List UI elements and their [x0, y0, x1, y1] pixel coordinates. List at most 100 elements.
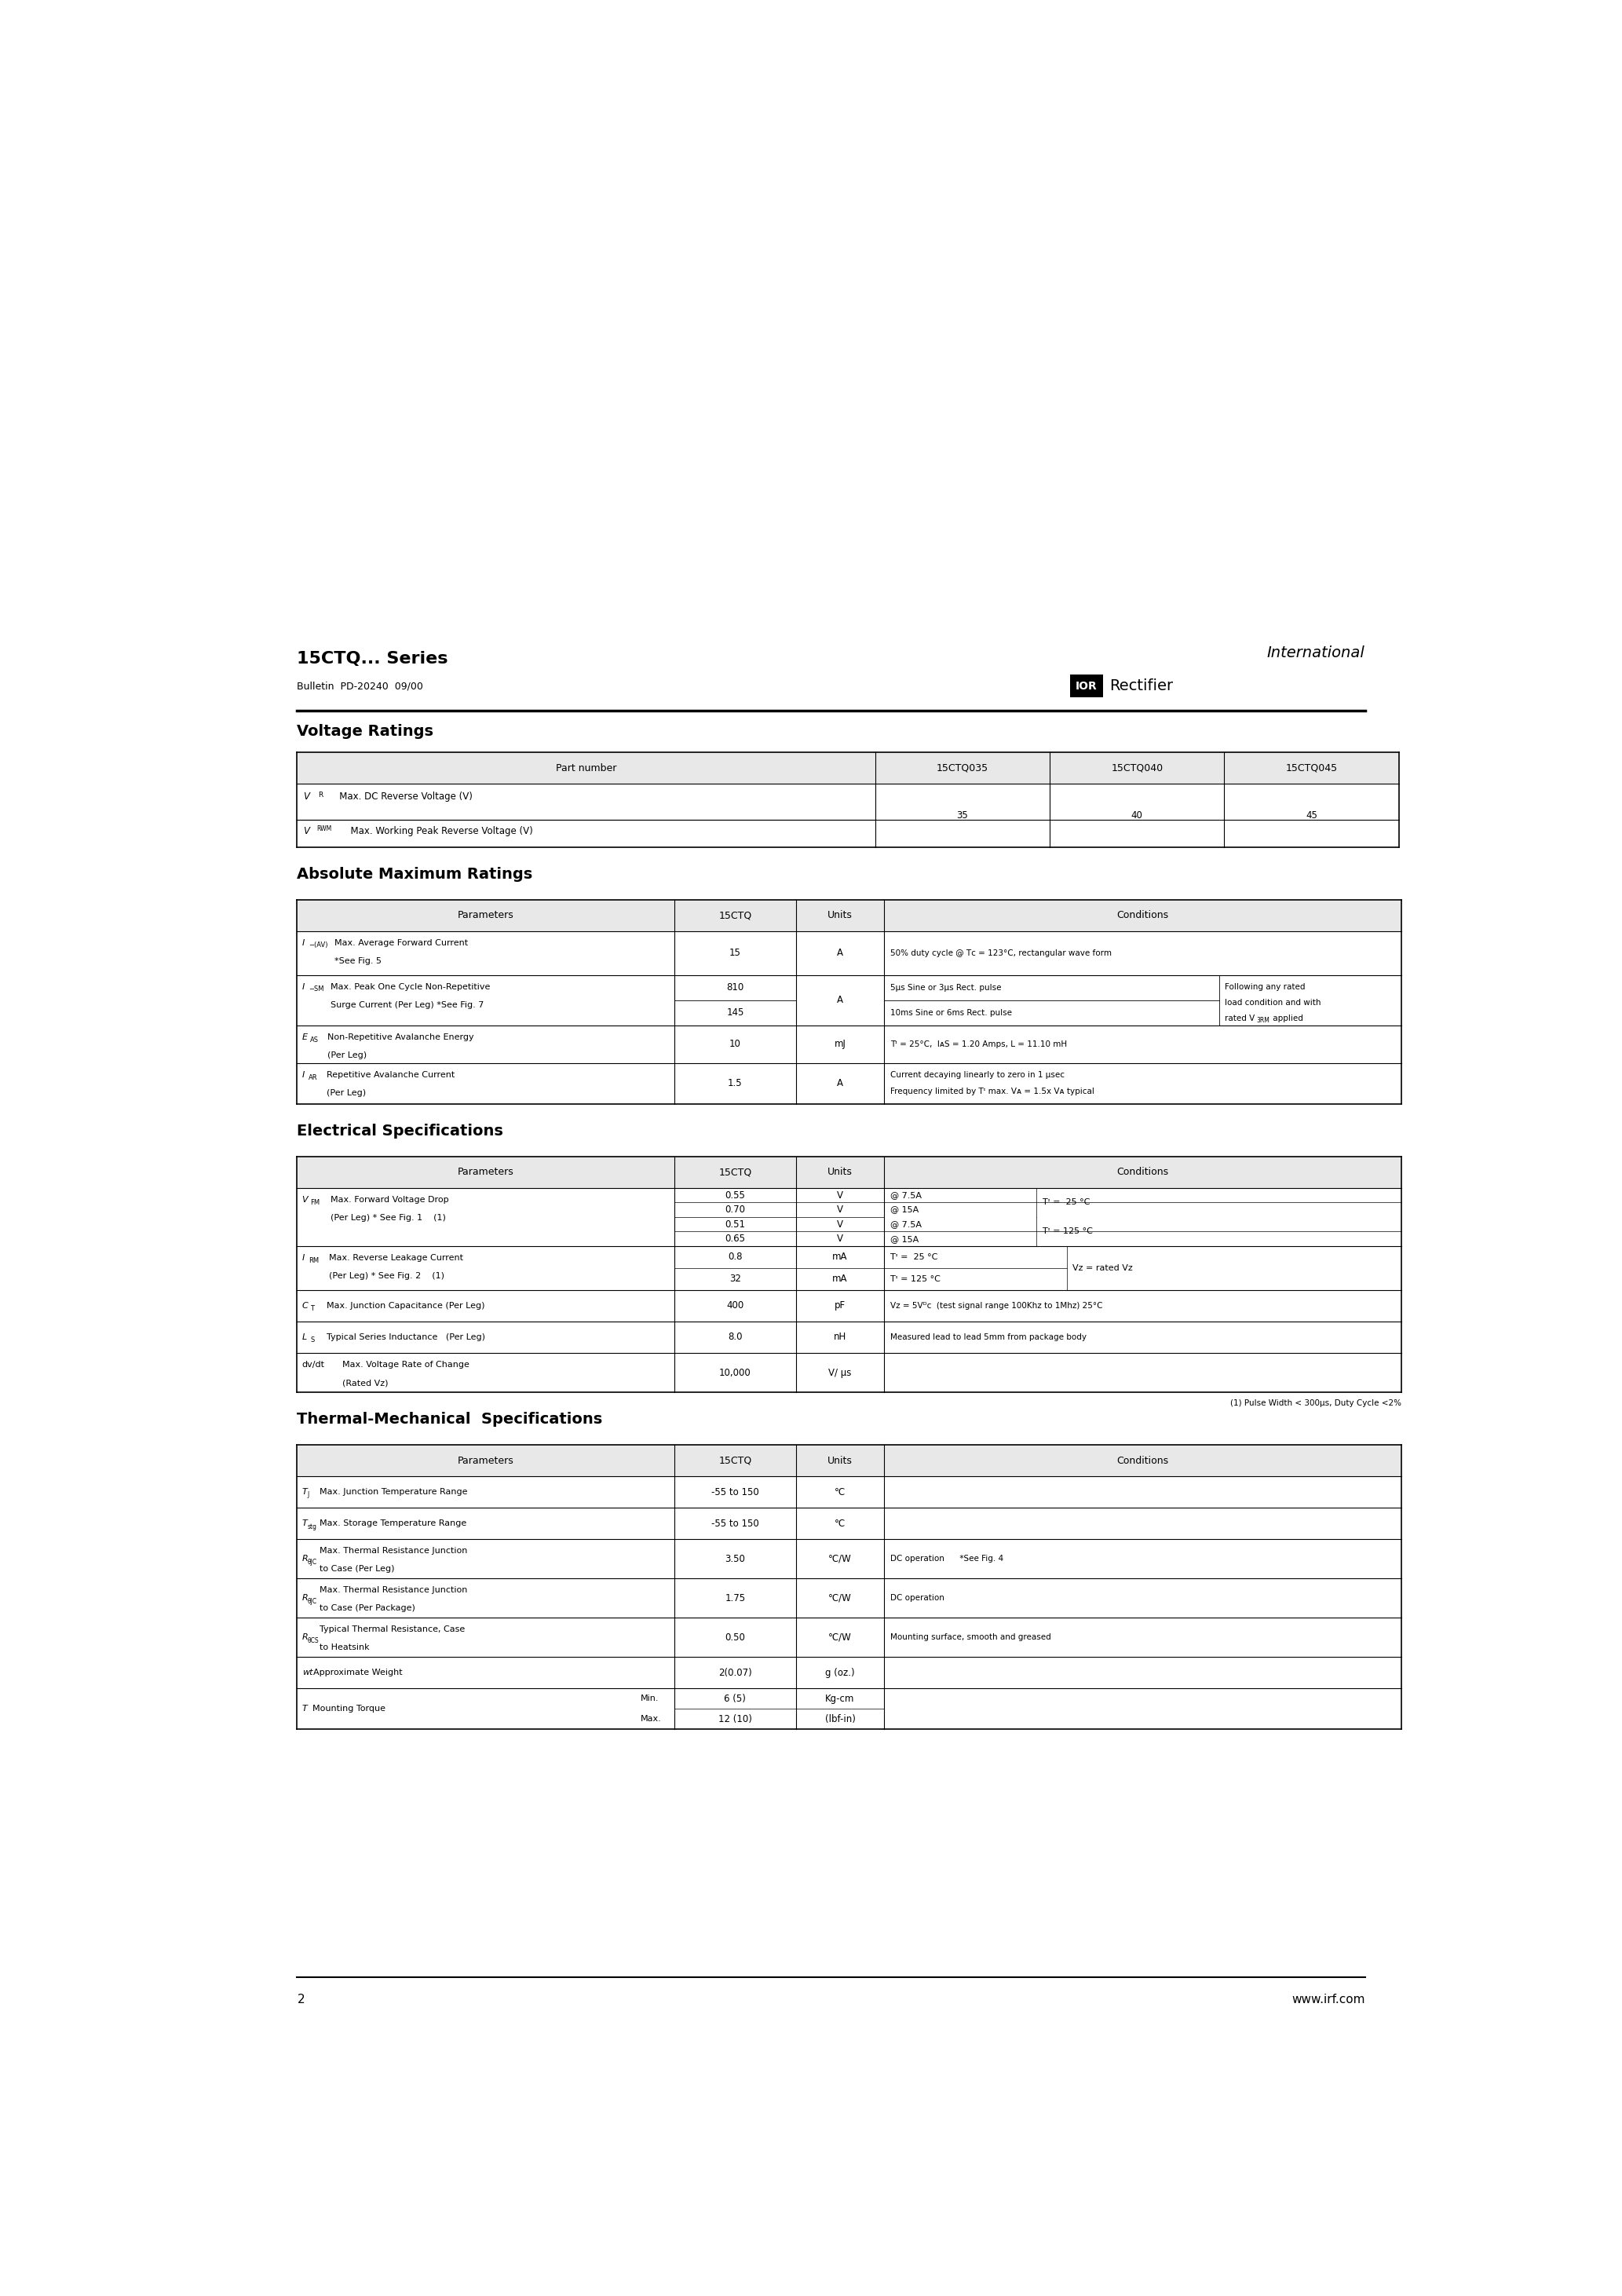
- Text: 50% duty cycle @ Tᴄ = 123°C, rectangular wave form: 50% duty cycle @ Tᴄ = 123°C, rectangular…: [890, 948, 1111, 957]
- Text: V: V: [837, 1189, 843, 1201]
- Text: °C/W: °C/W: [829, 1554, 852, 1564]
- Bar: [675, 1157, 796, 1187]
- Text: Max. Voltage Rate of Change: Max. Voltage Rate of Change: [342, 1362, 470, 1368]
- Text: 0.55: 0.55: [725, 1189, 744, 1201]
- Bar: [1071, 675, 1103, 698]
- Text: S: S: [310, 1336, 315, 1343]
- Bar: [297, 1157, 675, 1187]
- Text: load condition and with: load condition and with: [1225, 999, 1320, 1006]
- Bar: [884, 900, 1401, 930]
- Text: V: V: [303, 792, 310, 801]
- Text: (Per Leg): (Per Leg): [328, 1052, 367, 1058]
- Text: 8.0: 8.0: [728, 1332, 743, 1343]
- Bar: [297, 1444, 675, 1476]
- Text: 0.8: 0.8: [728, 1251, 743, 1263]
- Bar: [297, 753, 876, 783]
- Text: 1.75: 1.75: [725, 1593, 746, 1603]
- Text: to Case (Per Leg): to Case (Per Leg): [320, 1566, 394, 1573]
- Text: IOR: IOR: [1075, 680, 1098, 691]
- Text: A: A: [837, 1079, 843, 1088]
- Text: Electrical Specifications: Electrical Specifications: [297, 1123, 503, 1139]
- Text: Typical Series Inductance   (Per Leg): Typical Series Inductance (Per Leg): [326, 1334, 485, 1341]
- Text: g (oz.): g (oz.): [826, 1667, 855, 1678]
- Text: C: C: [302, 1302, 308, 1309]
- Text: Approximate Weight: Approximate Weight: [313, 1669, 402, 1676]
- Text: nH: nH: [834, 1332, 847, 1343]
- Text: T: T: [310, 1306, 315, 1313]
- Text: AR: AR: [308, 1075, 318, 1081]
- Text: 0.70: 0.70: [725, 1205, 746, 1215]
- Text: Max. Junction Capacitance (Per Leg): Max. Junction Capacitance (Per Leg): [326, 1302, 485, 1309]
- Text: T: T: [302, 1488, 307, 1497]
- Text: rated V: rated V: [1225, 1015, 1255, 1022]
- Text: Max. Average Forward Current: Max. Average Forward Current: [334, 939, 469, 946]
- Text: mA: mA: [832, 1274, 848, 1283]
- Text: (Per Leg) * See Fig. 1    (1): (Per Leg) * See Fig. 1 (1): [331, 1215, 446, 1221]
- Text: Voltage Ratings: Voltage Ratings: [297, 723, 433, 739]
- Text: 10: 10: [730, 1040, 741, 1049]
- Text: 2: 2: [297, 1993, 305, 2007]
- Text: 12 (10): 12 (10): [719, 1715, 753, 1724]
- Text: Repetitive Avalanche Current: Repetitive Avalanche Current: [326, 1070, 454, 1079]
- Text: I: I: [302, 1070, 305, 1079]
- Bar: [675, 1444, 796, 1476]
- Text: θJC: θJC: [308, 1598, 316, 1605]
- Text: °C: °C: [835, 1488, 845, 1497]
- Text: Parameters: Parameters: [457, 1456, 514, 1465]
- Text: 810: 810: [727, 983, 744, 992]
- Text: pF: pF: [835, 1302, 845, 1311]
- Text: 10,000: 10,000: [719, 1368, 751, 1378]
- Text: 15CTQ045: 15CTQ045: [1286, 762, 1338, 774]
- Text: Max. Storage Temperature Range: Max. Storage Temperature Range: [320, 1520, 467, 1527]
- Text: °C/W: °C/W: [829, 1593, 852, 1603]
- Text: R: R: [302, 1593, 308, 1603]
- Text: Units: Units: [827, 1456, 853, 1465]
- Text: Absolute Maximum Ratings: Absolute Maximum Ratings: [297, 866, 532, 882]
- Text: V/ μs: V/ μs: [829, 1368, 852, 1378]
- Text: 6 (5): 6 (5): [723, 1694, 746, 1704]
- Text: 0.65: 0.65: [725, 1233, 746, 1244]
- Text: θCS: θCS: [308, 1637, 320, 1644]
- Text: L: L: [302, 1334, 307, 1341]
- Text: Min.: Min.: [641, 1694, 659, 1704]
- Text: I: I: [302, 983, 305, 990]
- Bar: [884, 1444, 1401, 1476]
- Text: Max.: Max.: [641, 1715, 662, 1722]
- Text: 32: 32: [730, 1274, 741, 1283]
- Text: 40: 40: [1131, 810, 1144, 820]
- Text: mJ: mJ: [834, 1040, 847, 1049]
- Text: J: J: [308, 1492, 310, 1499]
- Text: 3RM: 3RM: [1257, 1017, 1270, 1024]
- Text: V: V: [303, 827, 310, 836]
- Text: 0.50: 0.50: [725, 1632, 744, 1642]
- Bar: [796, 1444, 884, 1476]
- Text: @ 7.5A: @ 7.5A: [890, 1221, 921, 1228]
- Text: 0.51: 0.51: [725, 1219, 746, 1228]
- Text: °C/W: °C/W: [829, 1632, 852, 1642]
- Text: 15CTQ035: 15CTQ035: [936, 762, 988, 774]
- Text: Tᶦ = 125 °C: Tᶦ = 125 °C: [890, 1274, 941, 1283]
- Text: T: T: [302, 1520, 307, 1527]
- Text: Thermal-Mechanical  Specifications: Thermal-Mechanical Specifications: [297, 1412, 603, 1426]
- Text: FM: FM: [310, 1199, 320, 1205]
- Text: 15CTQ: 15CTQ: [719, 1456, 751, 1465]
- Text: Tᶦ = 125 °C: Tᶦ = 125 °C: [1043, 1228, 1093, 1235]
- Text: 45: 45: [1306, 810, 1317, 820]
- Text: wt: wt: [302, 1669, 313, 1676]
- Text: Mounting Torque: Mounting Torque: [313, 1706, 386, 1713]
- Text: Surge Current (Per Leg) *See Fig. 7: Surge Current (Per Leg) *See Fig. 7: [331, 1001, 483, 1008]
- Text: E: E: [302, 1033, 308, 1040]
- Text: Max. Working Peak Reverse Voltage (V): Max. Working Peak Reverse Voltage (V): [344, 827, 532, 836]
- Text: dv/dt: dv/dt: [302, 1362, 324, 1368]
- Text: 5μs Sine or 3μs Rect. pulse: 5μs Sine or 3μs Rect. pulse: [890, 983, 1001, 992]
- Text: Parameters: Parameters: [457, 1166, 514, 1178]
- Bar: [796, 900, 884, 930]
- Text: Mounting surface, smooth and greased: Mounting surface, smooth and greased: [890, 1632, 1051, 1642]
- Text: Following any rated: Following any rated: [1225, 983, 1306, 990]
- Text: V: V: [302, 1196, 308, 1203]
- Text: Max. Thermal Resistance Junction: Max. Thermal Resistance Junction: [320, 1548, 467, 1554]
- Text: V: V: [837, 1233, 843, 1244]
- Text: RWM: RWM: [316, 824, 331, 831]
- Text: to Heatsink: to Heatsink: [320, 1644, 370, 1651]
- Bar: [876, 753, 1049, 783]
